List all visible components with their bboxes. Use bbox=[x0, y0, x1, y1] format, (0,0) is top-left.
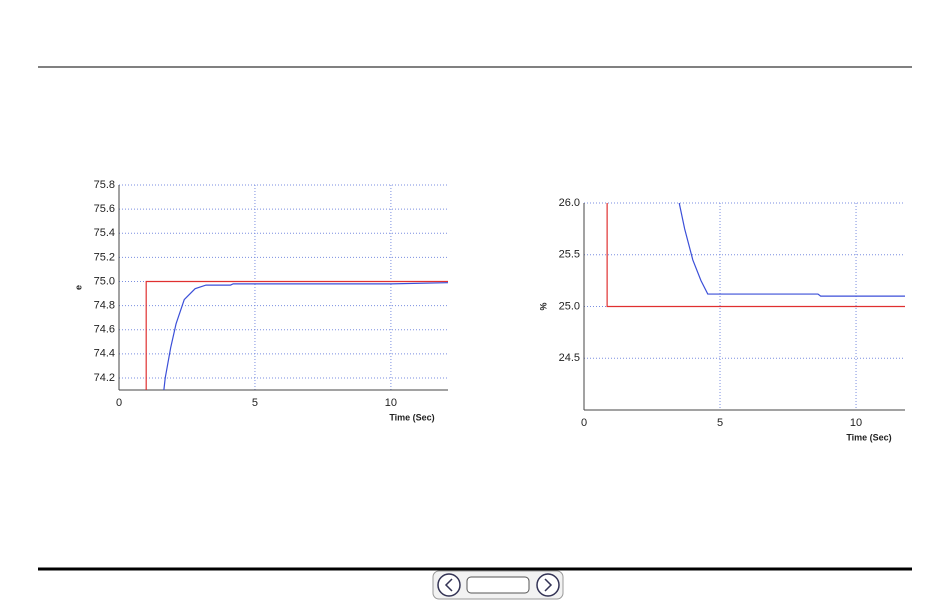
y-tick-label: 75.0 bbox=[94, 275, 115, 287]
nav-bar bbox=[432, 570, 564, 600]
y-tick-label: 24.5 bbox=[559, 352, 580, 364]
y-axis-label: % bbox=[538, 302, 548, 310]
x-tick-label: 10 bbox=[850, 417, 862, 429]
chart: 26.0 25.5 25.0 24.5 0 5 10 Time (Sec)% bbox=[538, 197, 905, 442]
y-tick-label: 75.2 bbox=[94, 251, 115, 263]
x-axis-label: Time (Sec) bbox=[846, 432, 891, 442]
series-line bbox=[163, 282, 449, 391]
next-button[interactable] bbox=[536, 573, 560, 597]
y-tick-label: 26.0 bbox=[559, 197, 580, 209]
x-tick-label: 0 bbox=[116, 397, 122, 409]
y-tick-label: 25.0 bbox=[559, 300, 580, 312]
series-line bbox=[606, 203, 905, 308]
y-tick-label: 75.6 bbox=[94, 203, 115, 215]
x-tick-label: 5 bbox=[252, 397, 258, 409]
y-tick-label: 74.6 bbox=[94, 324, 115, 336]
page-field[interactable] bbox=[466, 576, 530, 594]
y-tick-label: 74.4 bbox=[94, 348, 115, 360]
series-line bbox=[678, 202, 905, 297]
y-tick-label: 25.5 bbox=[559, 249, 580, 261]
x-axis-label: Time (Sec) bbox=[389, 412, 434, 422]
chart: 75.8 75.6 75.4 75.2 75.0 74.8 74.6 74.4 74.2 0 5 10… bbox=[73, 179, 449, 422]
prev-button[interactable] bbox=[437, 573, 461, 597]
y-axis-label: e bbox=[73, 285, 83, 290]
y-tick-label: 75.8 bbox=[94, 179, 115, 191]
x-tick-label: 10 bbox=[385, 397, 397, 409]
x-tick-label: 0 bbox=[581, 417, 587, 429]
y-tick-label: 75.4 bbox=[94, 227, 115, 239]
x-tick-label: 5 bbox=[717, 417, 723, 429]
series-line bbox=[145, 280, 448, 390]
y-tick-label: 74.8 bbox=[94, 299, 115, 311]
y-tick-label: 74.2 bbox=[94, 372, 115, 384]
